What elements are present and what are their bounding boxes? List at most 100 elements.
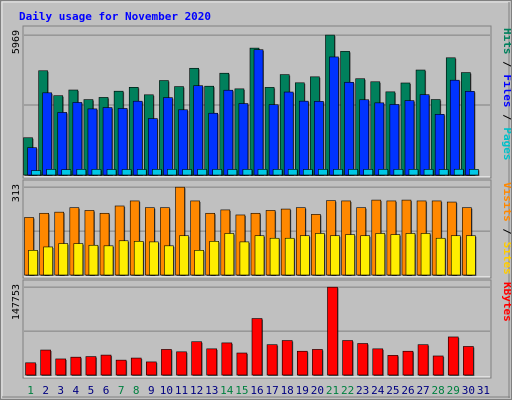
day-label: 6 xyxy=(103,384,110,397)
bar-sites: Sites 25: 144 xyxy=(390,234,401,276)
bar-files: Files 21: 5036 xyxy=(329,56,339,176)
panel-top: 5969Hits 1: 1589Hits 2: 4447Hits 3: 3383… xyxy=(11,25,492,179)
bar-kbytes: KBytes 25: 33000 xyxy=(387,355,399,376)
bar-files: Files 10: 3301 xyxy=(163,97,173,176)
bar-sites: Sites 4: 112 xyxy=(73,243,84,276)
bar-kbytes: KBytes 24: 44000 xyxy=(372,348,384,376)
bar-pages: Pages 4: 240 xyxy=(76,169,87,176)
bar-files: Files 8: 3148 xyxy=(132,100,143,176)
bar-sites: Sites 16: 140 xyxy=(254,235,265,276)
bar-kbytes: KBytes 20: 43000 xyxy=(312,349,323,376)
legend-files: Files xyxy=(501,74,511,107)
bar-sites: Sites 13: 120 xyxy=(209,241,220,276)
bar-pages: Pages 11: 235 xyxy=(182,169,192,176)
bar-sites: Sites 26: 148 xyxy=(405,233,416,276)
bar-files: Files 3: 2669 xyxy=(57,112,68,176)
day-label: 22 xyxy=(341,384,354,397)
bar-files: Files 27: 3427 xyxy=(419,94,430,176)
bar-files: Files 14: 3617 xyxy=(223,89,234,176)
bar-files: Files 2: 3506 xyxy=(42,92,52,176)
bar-files: Files 24: 3078 xyxy=(374,102,385,176)
day-label: 28 xyxy=(432,384,445,397)
bar-sites: Sites 8: 120 xyxy=(133,241,144,276)
bar-files: Files 19: 3150 xyxy=(298,100,309,176)
right-axis-labels: Hits / Files / Pages Visits / Sites KBytes xyxy=(501,28,511,322)
day-label: 11 xyxy=(175,384,188,397)
bar-files: Files 18: 3539 xyxy=(283,91,294,176)
bar-kbytes: KBytes 16: 95000 xyxy=(251,318,263,376)
day-label: 17 xyxy=(265,384,278,397)
bar-files: Files 9: 2408 xyxy=(148,118,158,176)
day-label: 8 xyxy=(133,384,140,397)
bar-pages: Pages 25: 240 xyxy=(393,169,404,176)
bar-kbytes: KBytes 29: 64000 xyxy=(447,336,459,376)
bar-pages: Pages 6: 235 xyxy=(106,169,117,176)
bar-pages: Pages 23: 240 xyxy=(363,169,373,176)
bar-files: Files 12: 3809 xyxy=(193,85,203,176)
bar-pages: Pages 7: 235 xyxy=(121,169,132,176)
bar-kbytes: KBytes 19: 40000 xyxy=(296,350,308,376)
bar-sites: Sites 7: 122 xyxy=(118,240,129,276)
bar-kbytes: KBytes 21: 147753 xyxy=(327,286,338,376)
bar-pages: Pages 12: 240 xyxy=(197,169,207,176)
bar-sites: Sites 18: 131 xyxy=(284,237,295,276)
bar-kbytes: KBytes 14: 54000 xyxy=(221,342,233,376)
bar-pages: Pages 26: 240 xyxy=(408,169,419,176)
bar-kbytes: KBytes 3: 27000 xyxy=(55,358,67,376)
bar-files: Files 6: 2876 xyxy=(102,107,113,176)
day-label: 2 xyxy=(42,384,49,397)
bar-kbytes: KBytes 22: 58000 xyxy=(342,340,353,376)
bar-pages: Pages 17: 240 xyxy=(272,169,283,176)
day-label: 4 xyxy=(73,384,80,397)
bar-sites: Sites 27: 148 xyxy=(420,233,431,276)
bar-files: Files 28: 2589 xyxy=(434,114,445,176)
day-label: 21 xyxy=(326,384,339,397)
day-label: 13 xyxy=(205,384,218,397)
bar-files: Files 7: 2838 xyxy=(117,108,128,176)
day-label: 16 xyxy=(250,384,263,397)
bar-kbytes: KBytes 28: 32000 xyxy=(432,355,444,376)
bar-files: Files 30: 3570 xyxy=(465,91,475,176)
chart-panels: 5969Hits 1: 1589Hits 2: 4447Hits 3: 3383… xyxy=(11,25,492,379)
bar-kbytes: KBytes 10: 43000 xyxy=(161,349,172,376)
bar-kbytes: KBytes 12: 56000 xyxy=(191,341,202,376)
bar-sites: Sites 15: 118 xyxy=(239,241,250,276)
day-label: 20 xyxy=(311,384,324,397)
bar-pages: Pages 22: 240 xyxy=(348,169,358,176)
day-label: 24 xyxy=(371,384,385,397)
day-label: 26 xyxy=(401,384,414,397)
bar-kbytes: KBytes 1: 20500 xyxy=(25,362,36,376)
bar-kbytes: KBytes 13: 44000 xyxy=(206,348,218,376)
bar-pages: Pages 5: 240 xyxy=(91,169,102,176)
bar-pages: Pages 29: 245 xyxy=(453,168,464,176)
bar-sites: Sites 21: 140 xyxy=(330,235,340,276)
day-label: 29 xyxy=(447,384,460,397)
bar-pages: Pages 16: 240 xyxy=(257,169,268,176)
bar-pages: Pages 15: 240 xyxy=(242,169,253,176)
bar-sites: Sites 30: 140 xyxy=(466,235,476,276)
day-label: 18 xyxy=(281,384,294,397)
chart-title: Daily usage for November 2020 xyxy=(19,10,211,23)
day-label: 9 xyxy=(148,384,155,397)
bar-pages: Pages 19: 235 xyxy=(302,169,313,176)
day-label: 1 xyxy=(27,384,34,397)
bar-pages: Pages 18: 240 xyxy=(287,169,298,176)
bar-files: Files 22: 3955 xyxy=(344,81,354,176)
bar-files: Files 17: 3001 xyxy=(268,104,279,176)
bar-sites: Sites 2: 100 xyxy=(43,246,53,276)
bar-kbytes: KBytes 23: 53000 xyxy=(357,343,368,376)
bar-files: Files 4: 3094 xyxy=(72,102,83,176)
bar-sites: Sites 14: 148 xyxy=(224,233,235,276)
day-label: 30 xyxy=(462,384,475,397)
bar-sites: Sites 3: 112 xyxy=(58,243,69,276)
bar-kbytes: KBytes 8: 28500 xyxy=(130,357,142,376)
panel-bottom: 147753 KBytes 1: 20500 KBytes 2: 42000 KByt… xyxy=(11,279,492,379)
legend-pages: Pages xyxy=(501,127,511,160)
bar-sites: Sites 23: 140 xyxy=(360,235,370,276)
bar-pages: Pages 27: 240 xyxy=(423,169,434,176)
right-label-bottom: KBytes xyxy=(501,282,511,322)
bar-kbytes: KBytes 17: 51000 xyxy=(266,344,278,376)
bar-sites: Sites 6: 104 xyxy=(103,245,114,276)
